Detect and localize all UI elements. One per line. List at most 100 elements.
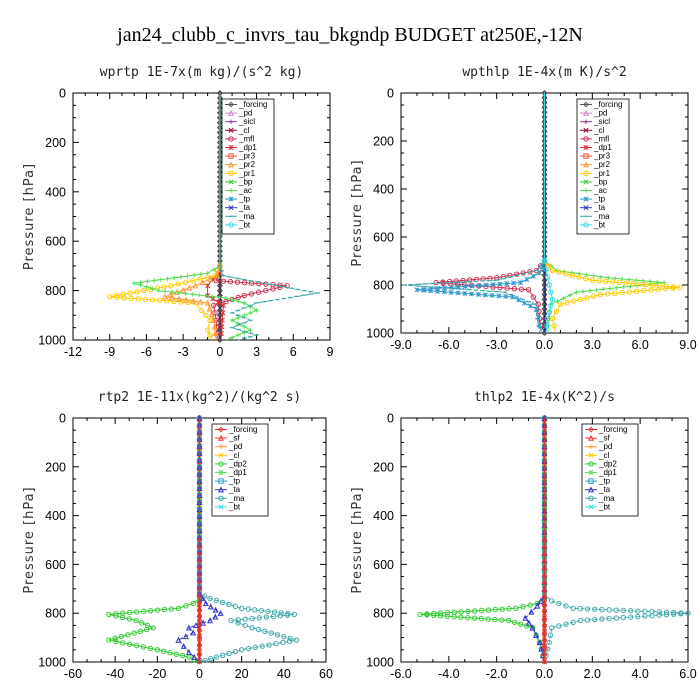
x-tick-label: 0.0: [536, 667, 553, 681]
legend-marker: [583, 170, 589, 177]
series-point: [499, 617, 505, 623]
series-point: [563, 603, 569, 609]
x-tick-label: 0: [216, 345, 223, 359]
series-point: [518, 286, 525, 292]
series-point: [213, 654, 220, 660]
series-point: [537, 322, 543, 328]
series-point: [485, 616, 491, 622]
series-point: [160, 648, 167, 654]
series-point: [207, 617, 214, 624]
legend-marker: [218, 504, 224, 510]
series-point: [538, 645, 545, 652]
series-point: [513, 605, 519, 612]
series-point: [286, 638, 293, 644]
x-tick-label: 0.0: [536, 338, 553, 352]
x-tick-label: -60: [64, 667, 82, 681]
series-point: [202, 600, 209, 607]
series-point: [179, 652, 186, 659]
series-point: [242, 313, 247, 318]
series-point: [533, 306, 540, 312]
series-point: [191, 653, 198, 660]
series-point: [541, 630, 548, 637]
series-point: [106, 611, 112, 618]
series-point: [281, 633, 287, 640]
y-axis-label: Pressure [hPa]: [22, 486, 37, 593]
legend-marker: [588, 461, 594, 467]
legend-label: _pr3: [238, 152, 256, 161]
legend-marker: [228, 101, 234, 108]
series-point: [414, 287, 420, 293]
series-point: [196, 585, 203, 592]
series-point: [196, 558, 203, 564]
series-point: [541, 580, 548, 586]
x-tick-label: 60: [319, 667, 333, 681]
series-point: [529, 624, 536, 631]
series-point: [448, 284, 455, 290]
series-point: [510, 294, 516, 300]
series-point: [472, 608, 478, 614]
y-axis-label: Pressure [hPa]: [350, 486, 365, 593]
legend-marker: [227, 109, 235, 116]
series-point: [458, 614, 464, 620]
legend-marker: [587, 486, 595, 493]
legend-marker: [228, 170, 234, 177]
series-point: [576, 274, 582, 280]
series-point: [145, 279, 150, 284]
series-point: [168, 282, 174, 289]
y-tick-label: 800: [373, 279, 394, 293]
series-point: [548, 289, 554, 295]
series-point: [662, 286, 669, 292]
y-tick-label: 400: [45, 509, 66, 523]
series-point: [556, 269, 562, 275]
series-point: [165, 276, 170, 281]
y-tick-label: 1000: [366, 656, 394, 670]
series-point: [127, 609, 133, 616]
series-point: [196, 606, 203, 613]
x-tick-label: 6: [290, 345, 297, 359]
panel-title: rtp2 1E-11x(kg^2)/(kg^2 s): [98, 390, 302, 405]
series-point: [241, 279, 248, 286]
series-point: [167, 650, 173, 656]
series-point: [523, 623, 530, 629]
series-point: [448, 289, 454, 295]
series-point: [455, 284, 461, 290]
series-point: [677, 284, 683, 291]
series-point: [207, 332, 213, 338]
legend-label: _ma: [598, 494, 615, 503]
legend-label: _bt: [238, 220, 251, 229]
series-point: [555, 299, 560, 304]
series-point: [570, 605, 576, 612]
series-point: [544, 323, 550, 329]
series-point: [556, 623, 562, 629]
series-point: [569, 272, 576, 279]
series-point: [444, 613, 451, 619]
series-point: [211, 323, 218, 330]
series-point: [541, 637, 548, 644]
series-point: [183, 603, 189, 609]
series-point: [226, 650, 232, 657]
series-point: [198, 272, 204, 277]
series-point: [511, 280, 517, 286]
series-point: [128, 295, 134, 302]
series-point: [196, 578, 203, 585]
plot-frame: [72, 92, 331, 341]
series-point: [549, 296, 556, 303]
series-point: [227, 279, 234, 285]
series-point: [220, 310, 226, 316]
series-point: [649, 612, 655, 619]
legend-marker: [218, 495, 224, 501]
series-point: [541, 258, 548, 264]
legend-label: _sicl: [238, 117, 255, 126]
series-point: [465, 608, 471, 615]
series-point: [176, 295, 183, 302]
legend-marker: [218, 452, 224, 458]
series-point: [185, 624, 192, 631]
series-point: [497, 281, 503, 287]
series-point: [131, 630, 137, 636]
series-point: [548, 598, 555, 604]
legend-marker: [583, 188, 589, 193]
series-point: [469, 283, 475, 289]
y-tick-label: 0: [59, 87, 66, 101]
legend-marker: [583, 196, 589, 202]
series-point: [505, 617, 512, 624]
